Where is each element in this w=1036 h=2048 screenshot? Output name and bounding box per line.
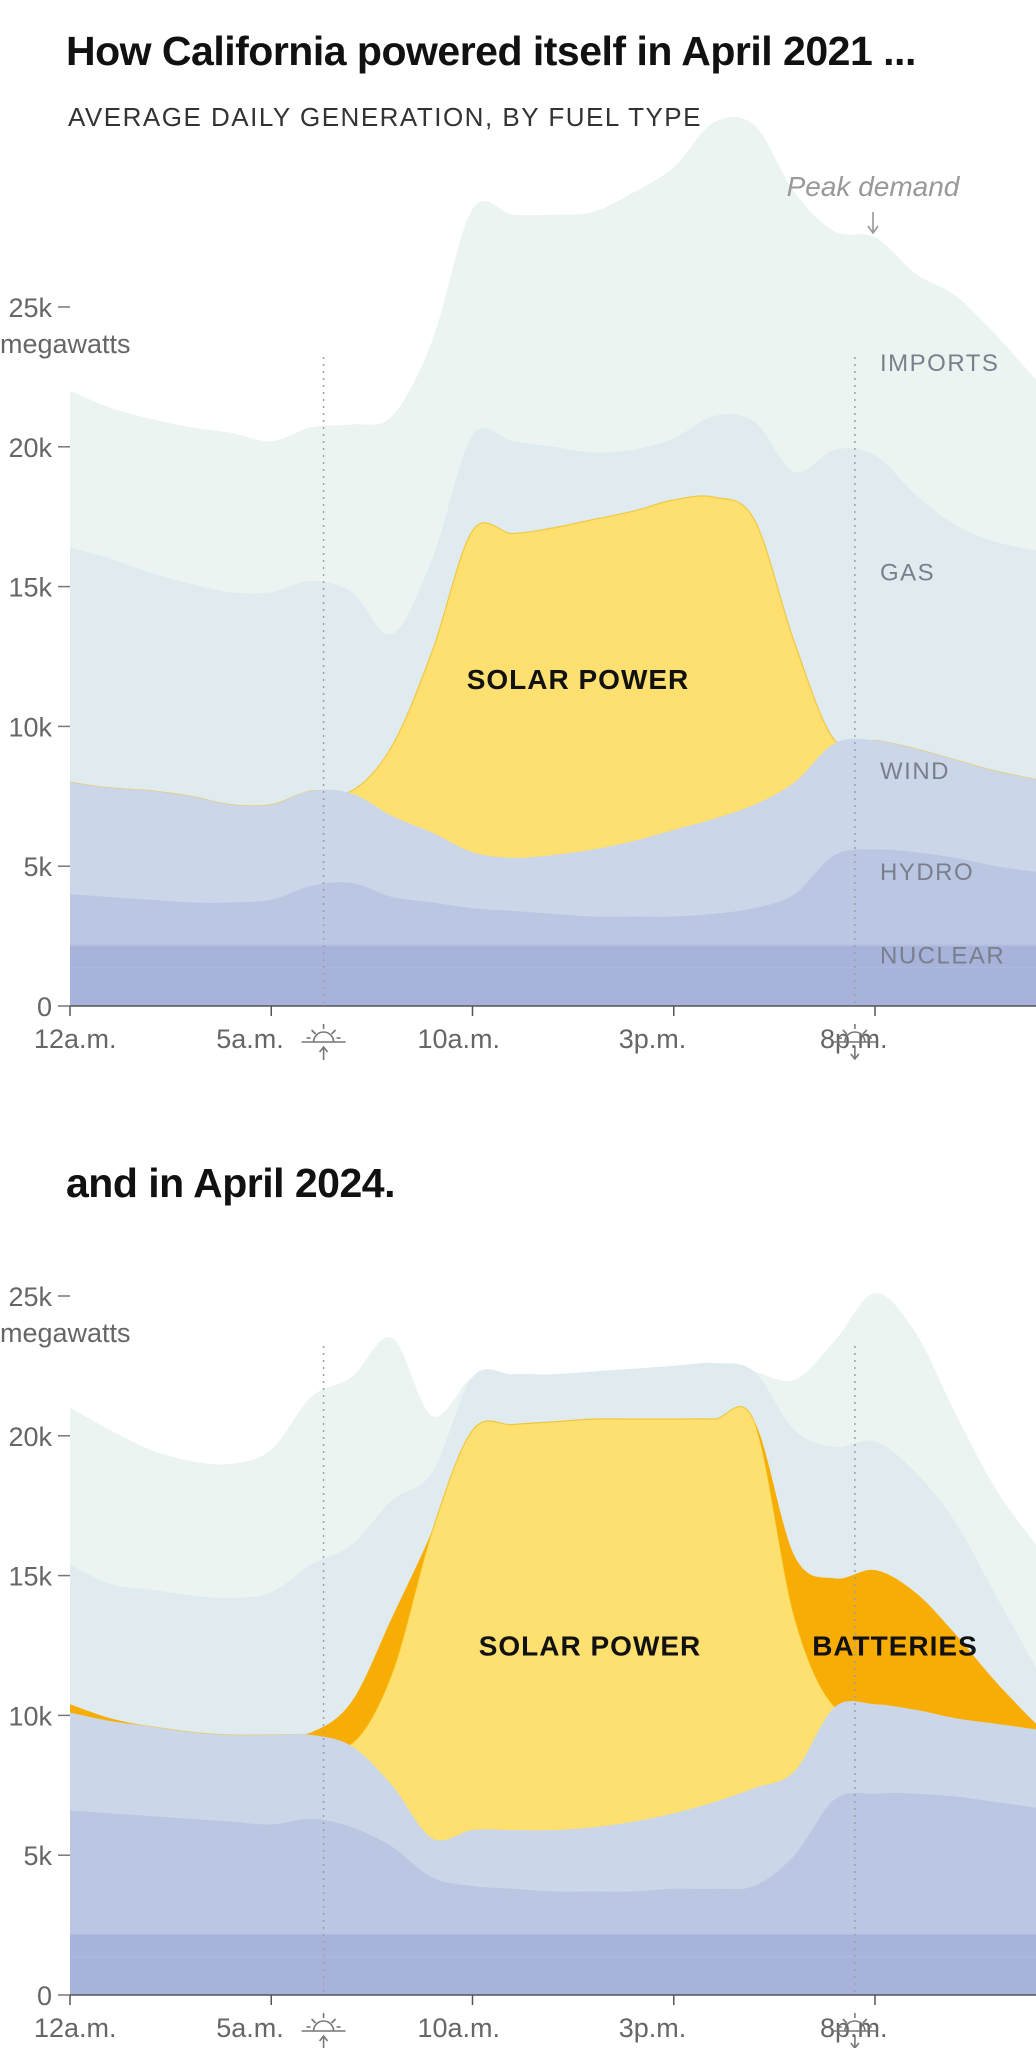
nuclear-band-line xyxy=(70,1955,1036,1958)
x-tick-label: 5a.m. xyxy=(216,2013,284,2043)
stacked-areas xyxy=(69,1293,1036,1995)
series-label-nuclear: NUCLEAR xyxy=(880,943,1005,970)
series-label-batteries: BATTERIES xyxy=(812,1631,978,1662)
chart-2021: 0 5k 10k 15k 20k 25k megawatts 12a.m. 5a.m. 10a.m… xyxy=(0,116,1036,1061)
area-nuclear xyxy=(70,1933,1036,1995)
y-tick-label: 5k xyxy=(23,852,52,882)
x-tick-label: 10a.m. xyxy=(418,2013,501,2043)
nuclear-band-line xyxy=(70,966,1036,969)
nuclear-band-line xyxy=(70,1933,1036,1935)
chart-title-2021: How California powered itself in April 2… xyxy=(66,28,916,74)
x-tick-label: 12a.m. xyxy=(34,1024,117,1054)
y-tick-label: 25k xyxy=(8,1282,52,1312)
sunset-icon xyxy=(832,2013,877,2048)
x-tick-label: 10a.m. xyxy=(418,1024,501,1054)
series-label-solar-power: SOLAR POWER xyxy=(467,664,690,695)
x-tick-label: 8p.m. xyxy=(820,2013,888,2043)
sunset-icon xyxy=(832,1024,877,1061)
chart-subtitle: AVERAGE DAILY GENERATION, BY FUEL TYPE xyxy=(68,102,702,132)
chart-2024: 0 5k 10k 15k 20k 25k megawatts 12a.m. 5a.m. 10a.m… xyxy=(0,1282,1036,2048)
sunrise-icon xyxy=(301,2013,346,2048)
y-tick-label: 15k xyxy=(8,573,52,603)
y-tick-label: 10k xyxy=(8,712,52,742)
chart-title-2024: and in April 2024. xyxy=(66,1160,395,1206)
area-nuclear xyxy=(70,944,1036,1006)
y-axis-unit-label: megawatts xyxy=(0,329,131,359)
nuclear-band-line xyxy=(70,944,1036,946)
x-tick-label: 5a.m. xyxy=(216,1024,284,1054)
y-axis-unit-label: megawatts xyxy=(0,1318,131,1348)
x-tick-label: 3p.m. xyxy=(619,1024,687,1054)
y-tick-label: 10k xyxy=(8,1701,52,1731)
series-label-imports: IMPORTS xyxy=(880,350,999,377)
y-tick-label: 25k xyxy=(8,293,52,323)
sunrise-icon xyxy=(301,1024,346,1060)
series-label-hydro: HYDRO xyxy=(880,859,974,886)
stacked-areas xyxy=(69,116,1036,1006)
series-label-wind: WIND xyxy=(880,758,950,785)
x-tick-label: 3p.m. xyxy=(619,2013,687,2043)
y-tick-label: 5k xyxy=(23,1841,52,1871)
y-tick-label: 20k xyxy=(8,1422,52,1452)
series-label-gas: GAS xyxy=(880,560,935,587)
x-tick-label: 12a.m. xyxy=(34,2013,117,2043)
peak-demand-annotation: Peak demand xyxy=(787,171,961,202)
peak-demand-arrow xyxy=(867,212,879,235)
y-tick-label: 20k xyxy=(8,433,52,463)
x-tick-label: 8p.m. xyxy=(820,1024,888,1054)
series-label-solar-power: SOLAR POWER xyxy=(479,1631,702,1662)
y-tick-label: 0 xyxy=(37,1981,52,2011)
y-tick-label: 15k xyxy=(8,1562,52,1592)
y-tick-label: 0 xyxy=(37,992,52,1022)
